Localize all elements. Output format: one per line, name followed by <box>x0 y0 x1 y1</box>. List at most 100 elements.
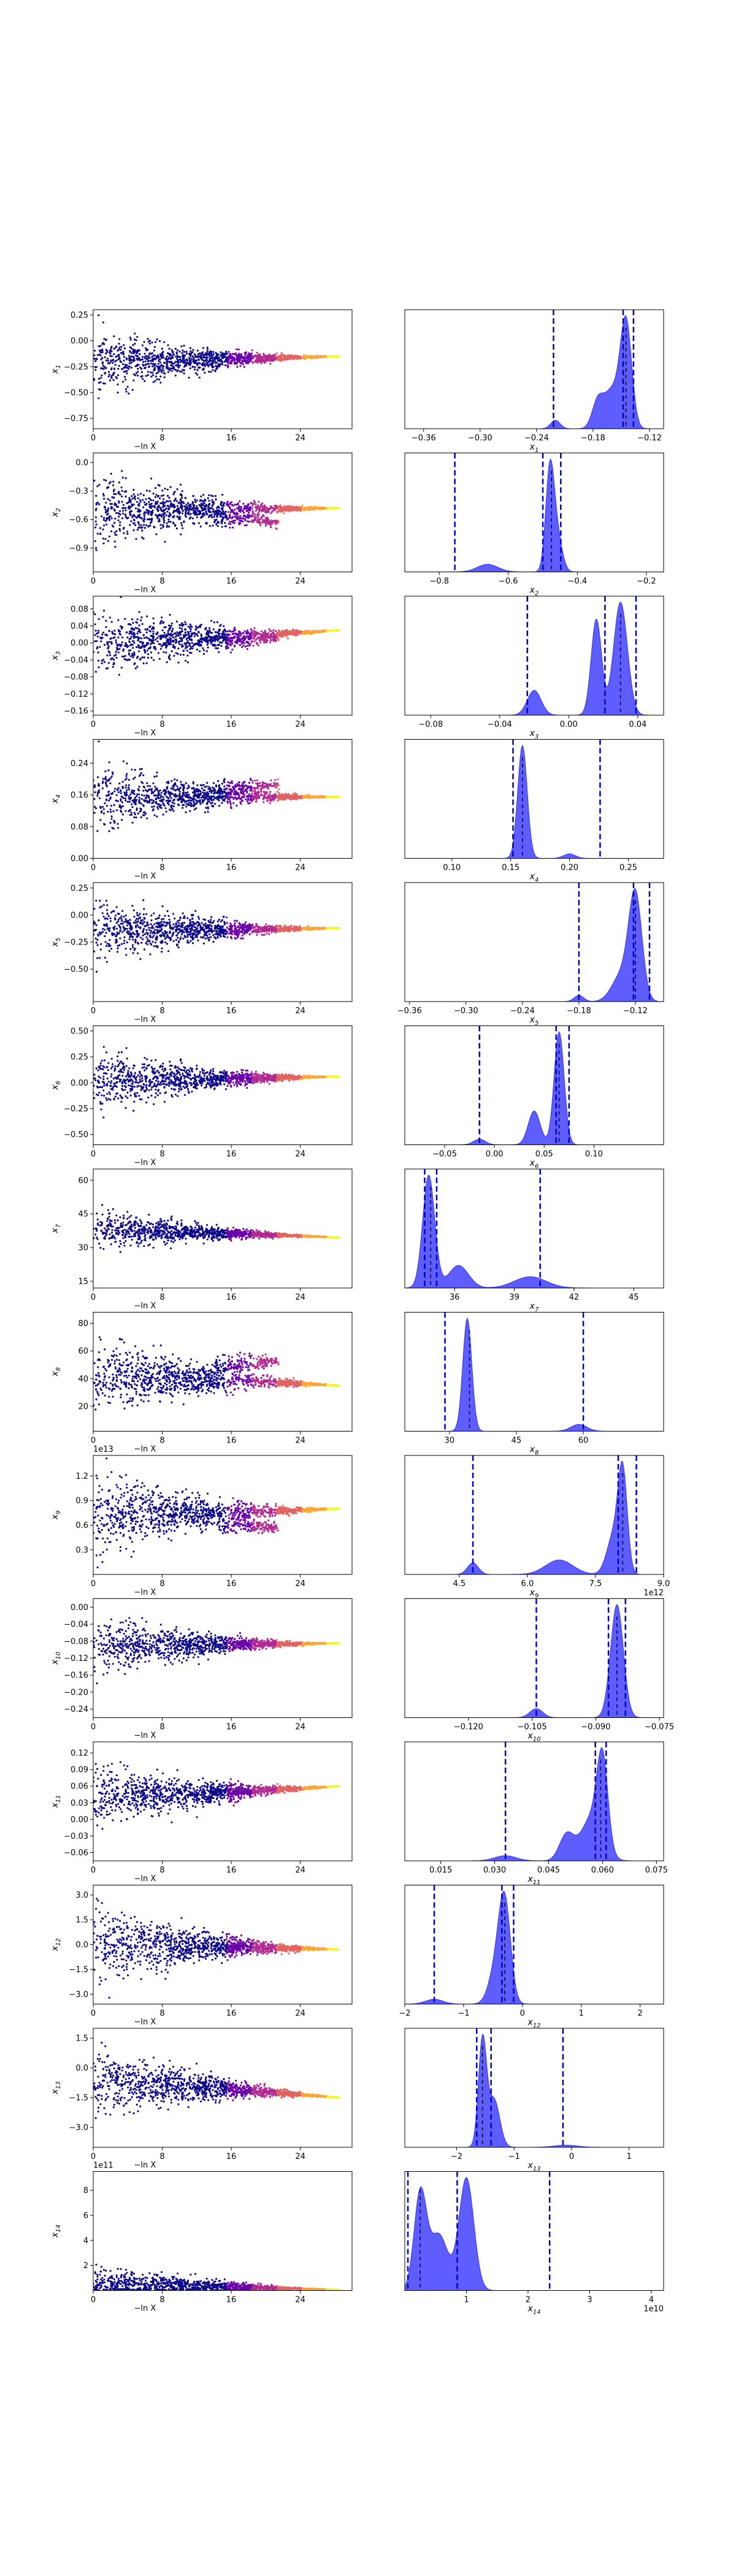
trace-point <box>126 531 129 533</box>
trace-point <box>212 504 214 506</box>
trace-point <box>139 646 142 649</box>
trace-point <box>143 637 145 639</box>
trace-point <box>261 510 263 513</box>
trace-point <box>149 524 151 527</box>
trace-point <box>172 521 175 524</box>
trace-point <box>205 504 207 507</box>
trace-point <box>175 640 177 643</box>
trace-point <box>283 632 285 634</box>
trace-point <box>179 518 182 520</box>
trace-point <box>215 369 217 371</box>
trace-point <box>96 830 99 832</box>
trace-point <box>159 361 161 364</box>
trace-point <box>123 359 125 362</box>
trace-point <box>196 508 198 510</box>
y-axis-label: x3 <box>50 651 62 661</box>
trace-point <box>180 500 183 503</box>
trace-point <box>245 524 248 526</box>
trace-point <box>258 644 260 646</box>
trace-point <box>113 659 115 661</box>
trace-point <box>110 355 113 358</box>
trace-point <box>110 530 113 532</box>
trace-point <box>112 497 115 499</box>
trace-point <box>179 634 182 636</box>
trace-point <box>96 485 99 488</box>
trace-point <box>199 500 201 502</box>
trace-point <box>109 777 112 780</box>
trace-point <box>315 631 317 633</box>
trace-point <box>270 359 273 362</box>
trace-point <box>214 510 217 512</box>
trace-point <box>125 496 127 498</box>
trace-point <box>118 353 120 356</box>
trace-point <box>277 520 280 523</box>
trace-point <box>158 378 161 381</box>
trace-point <box>145 631 148 634</box>
trace-point <box>125 507 127 509</box>
trace-point <box>163 516 166 518</box>
trace-point <box>174 505 176 508</box>
trace-point <box>244 505 247 507</box>
trace-point <box>324 355 326 358</box>
trace-point <box>142 499 144 501</box>
trace-point <box>175 635 177 638</box>
trace-point <box>227 511 230 513</box>
trace-point <box>178 511 182 513</box>
trace-point <box>313 506 316 508</box>
trace-point <box>129 499 132 502</box>
trace-point <box>241 361 243 364</box>
trace-point <box>117 383 119 386</box>
trace-point <box>155 648 157 651</box>
trace-point <box>202 368 204 370</box>
x-tick-label: −0.04 <box>488 720 512 729</box>
trace-point <box>181 622 183 624</box>
trace-point <box>244 645 247 648</box>
trace-point <box>267 523 270 526</box>
trace-point <box>104 506 106 508</box>
trace-point <box>243 366 245 368</box>
trace-point <box>243 356 246 358</box>
trace-point <box>139 516 142 519</box>
trace-point <box>172 805 175 808</box>
trace-point <box>152 499 155 502</box>
trace-point <box>115 512 118 515</box>
trace-point <box>258 508 261 510</box>
y-tick-label: 0.0 <box>75 459 88 468</box>
x-tick-label: −0.12 <box>637 434 662 443</box>
trace-point <box>98 345 100 348</box>
trace-point <box>100 367 102 370</box>
trace-point <box>199 638 202 641</box>
trace-point <box>109 351 111 354</box>
posterior-axes-frame <box>404 309 664 429</box>
trace-point <box>114 364 117 366</box>
trace-point <box>190 625 192 627</box>
trace-point <box>185 642 188 644</box>
trace-point <box>264 506 266 508</box>
trace-point <box>304 632 306 635</box>
trace-point <box>129 632 131 634</box>
trace-point <box>94 546 98 550</box>
trace-point <box>164 540 166 543</box>
trace-point <box>236 642 238 645</box>
trace-point <box>196 516 198 518</box>
trace-point <box>223 625 225 627</box>
trace-point <box>118 502 120 504</box>
trace-point <box>297 634 299 636</box>
trace-point <box>198 377 201 379</box>
trace-point <box>209 631 211 634</box>
trace-point <box>188 633 190 635</box>
trace-point <box>113 540 116 543</box>
trace-point <box>229 520 231 523</box>
trace-point <box>229 526 231 529</box>
trace-point <box>175 527 178 530</box>
trace-point <box>207 788 210 790</box>
trace-point <box>287 357 289 360</box>
y-tick-label: −0.04 <box>64 656 88 665</box>
trace-point <box>216 637 218 639</box>
trace-point <box>187 502 190 504</box>
trace-point <box>195 359 198 362</box>
trace-point <box>137 350 139 353</box>
trace-point <box>167 638 170 641</box>
trace-point <box>239 635 242 637</box>
trace-axes-frame <box>93 596 353 716</box>
